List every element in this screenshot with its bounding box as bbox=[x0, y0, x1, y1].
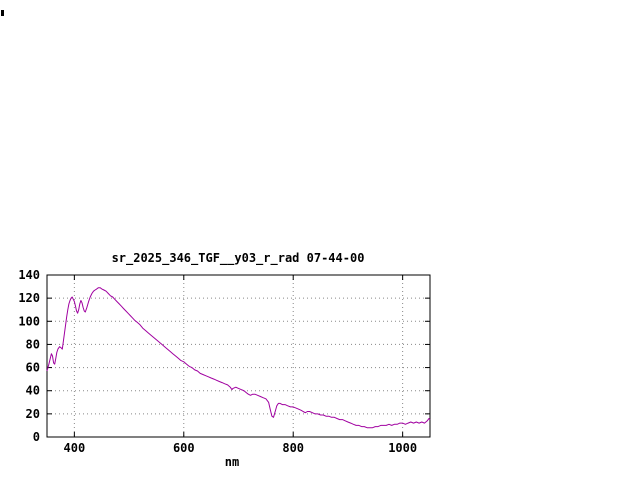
axis-ticks: 400 600 800 1000 0 20 40 60 80 100 120 140 bbox=[18, 268, 430, 455]
x-tick-label: 1000 bbox=[388, 441, 417, 455]
plot-area: 400 600 800 1000 0 20 40 60 80 100 120 140 bbox=[18, 268, 431, 455]
chart-title: sr_2025_346_TGF__y03_r_rad 07-44-00 bbox=[112, 251, 365, 266]
x-tick-label: 400 bbox=[64, 441, 86, 455]
y-tick-label: 100 bbox=[18, 314, 40, 328]
x-tick-label: 800 bbox=[282, 441, 304, 455]
spectrum-line bbox=[46, 287, 431, 429]
plot-border bbox=[46, 274, 431, 438]
x-axis-label: nm bbox=[225, 455, 239, 469]
y-tick-label: 140 bbox=[18, 268, 40, 282]
grid-lines bbox=[47, 275, 430, 437]
y-tick-label: 0 bbox=[33, 430, 40, 444]
y-tick-label: 40 bbox=[26, 384, 40, 398]
x-tick-label: 600 bbox=[173, 441, 195, 455]
screen-artifact-dot bbox=[1, 10, 4, 16]
y-tick-label: 80 bbox=[26, 337, 40, 351]
y-tick-label: 20 bbox=[26, 407, 40, 421]
y-tick-label: 120 bbox=[18, 291, 40, 305]
y-tick-label: 60 bbox=[26, 361, 40, 375]
